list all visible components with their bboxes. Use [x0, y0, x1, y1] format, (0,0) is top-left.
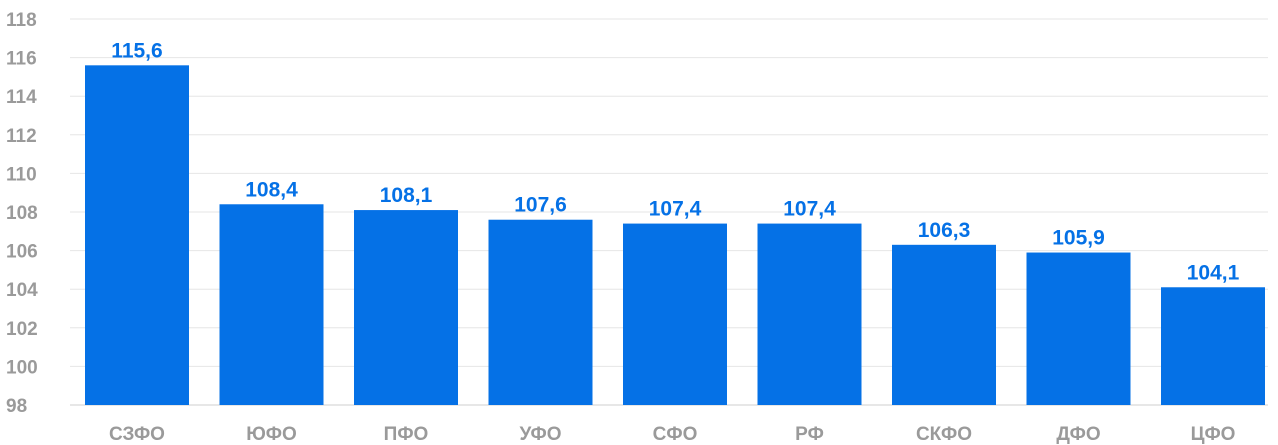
x-category-label: ДФО — [1056, 424, 1100, 445]
y-tick-label: 100 — [6, 357, 38, 378]
x-category-label: ПФО — [384, 424, 429, 445]
bar — [219, 204, 324, 405]
data-label: 107,4 — [783, 198, 836, 221]
x-category-label: РФ — [795, 424, 824, 445]
bar — [1026, 252, 1131, 405]
data-labels: 115,6 108,4 108,1 107,6 107,4 107,4 106,3 105,9… — [111, 39, 1239, 284]
y-tick-label: 108 — [6, 203, 38, 224]
y-tick-label: 102 — [6, 319, 38, 340]
y-tick-label: 104 — [6, 280, 38, 301]
data-label: 108,1 — [380, 184, 433, 207]
bar — [354, 210, 458, 405]
data-label: 115,6 — [111, 39, 162, 62]
bar — [85, 65, 189, 405]
y-tick-label: 118 — [6, 10, 37, 31]
x-category-label: ЦФО — [1191, 424, 1236, 445]
bar — [757, 223, 862, 405]
bar — [892, 244, 996, 405]
data-label: 104,1 — [1187, 261, 1240, 284]
data-label: 106,3 — [918, 219, 971, 242]
x-category-label: ЮФО — [246, 424, 297, 445]
x-category-label: СЗФО — [109, 424, 165, 445]
data-label: 107,6 — [514, 194, 567, 217]
y-tick-label: 98 — [6, 396, 27, 417]
y-tick-label: 110 — [6, 164, 37, 185]
bar — [488, 219, 593, 405]
bar — [623, 223, 727, 405]
bars — [85, 65, 1265, 405]
data-label: 108,4 — [245, 178, 298, 201]
bar — [1161, 287, 1265, 405]
y-tick-label: 106 — [6, 242, 38, 263]
x-axis-categories: СЗФО ЮФО ПФО УФО СФО РФ СКФО ДФО ЦФО — [109, 424, 1235, 445]
y-axis-ticks: 98 100 102 104 106 108 110 112 114 116 118 — [6, 10, 38, 417]
data-label: 105,9 — [1052, 227, 1105, 250]
x-category-label: СФО — [653, 424, 698, 445]
y-tick-label: 112 — [6, 126, 37, 147]
x-category-label: УФО — [519, 424, 561, 445]
x-category-label: СКФО — [916, 424, 972, 445]
data-label: 107,4 — [649, 198, 702, 221]
y-tick-label: 116 — [6, 49, 37, 70]
y-tick-label: 114 — [6, 87, 37, 108]
